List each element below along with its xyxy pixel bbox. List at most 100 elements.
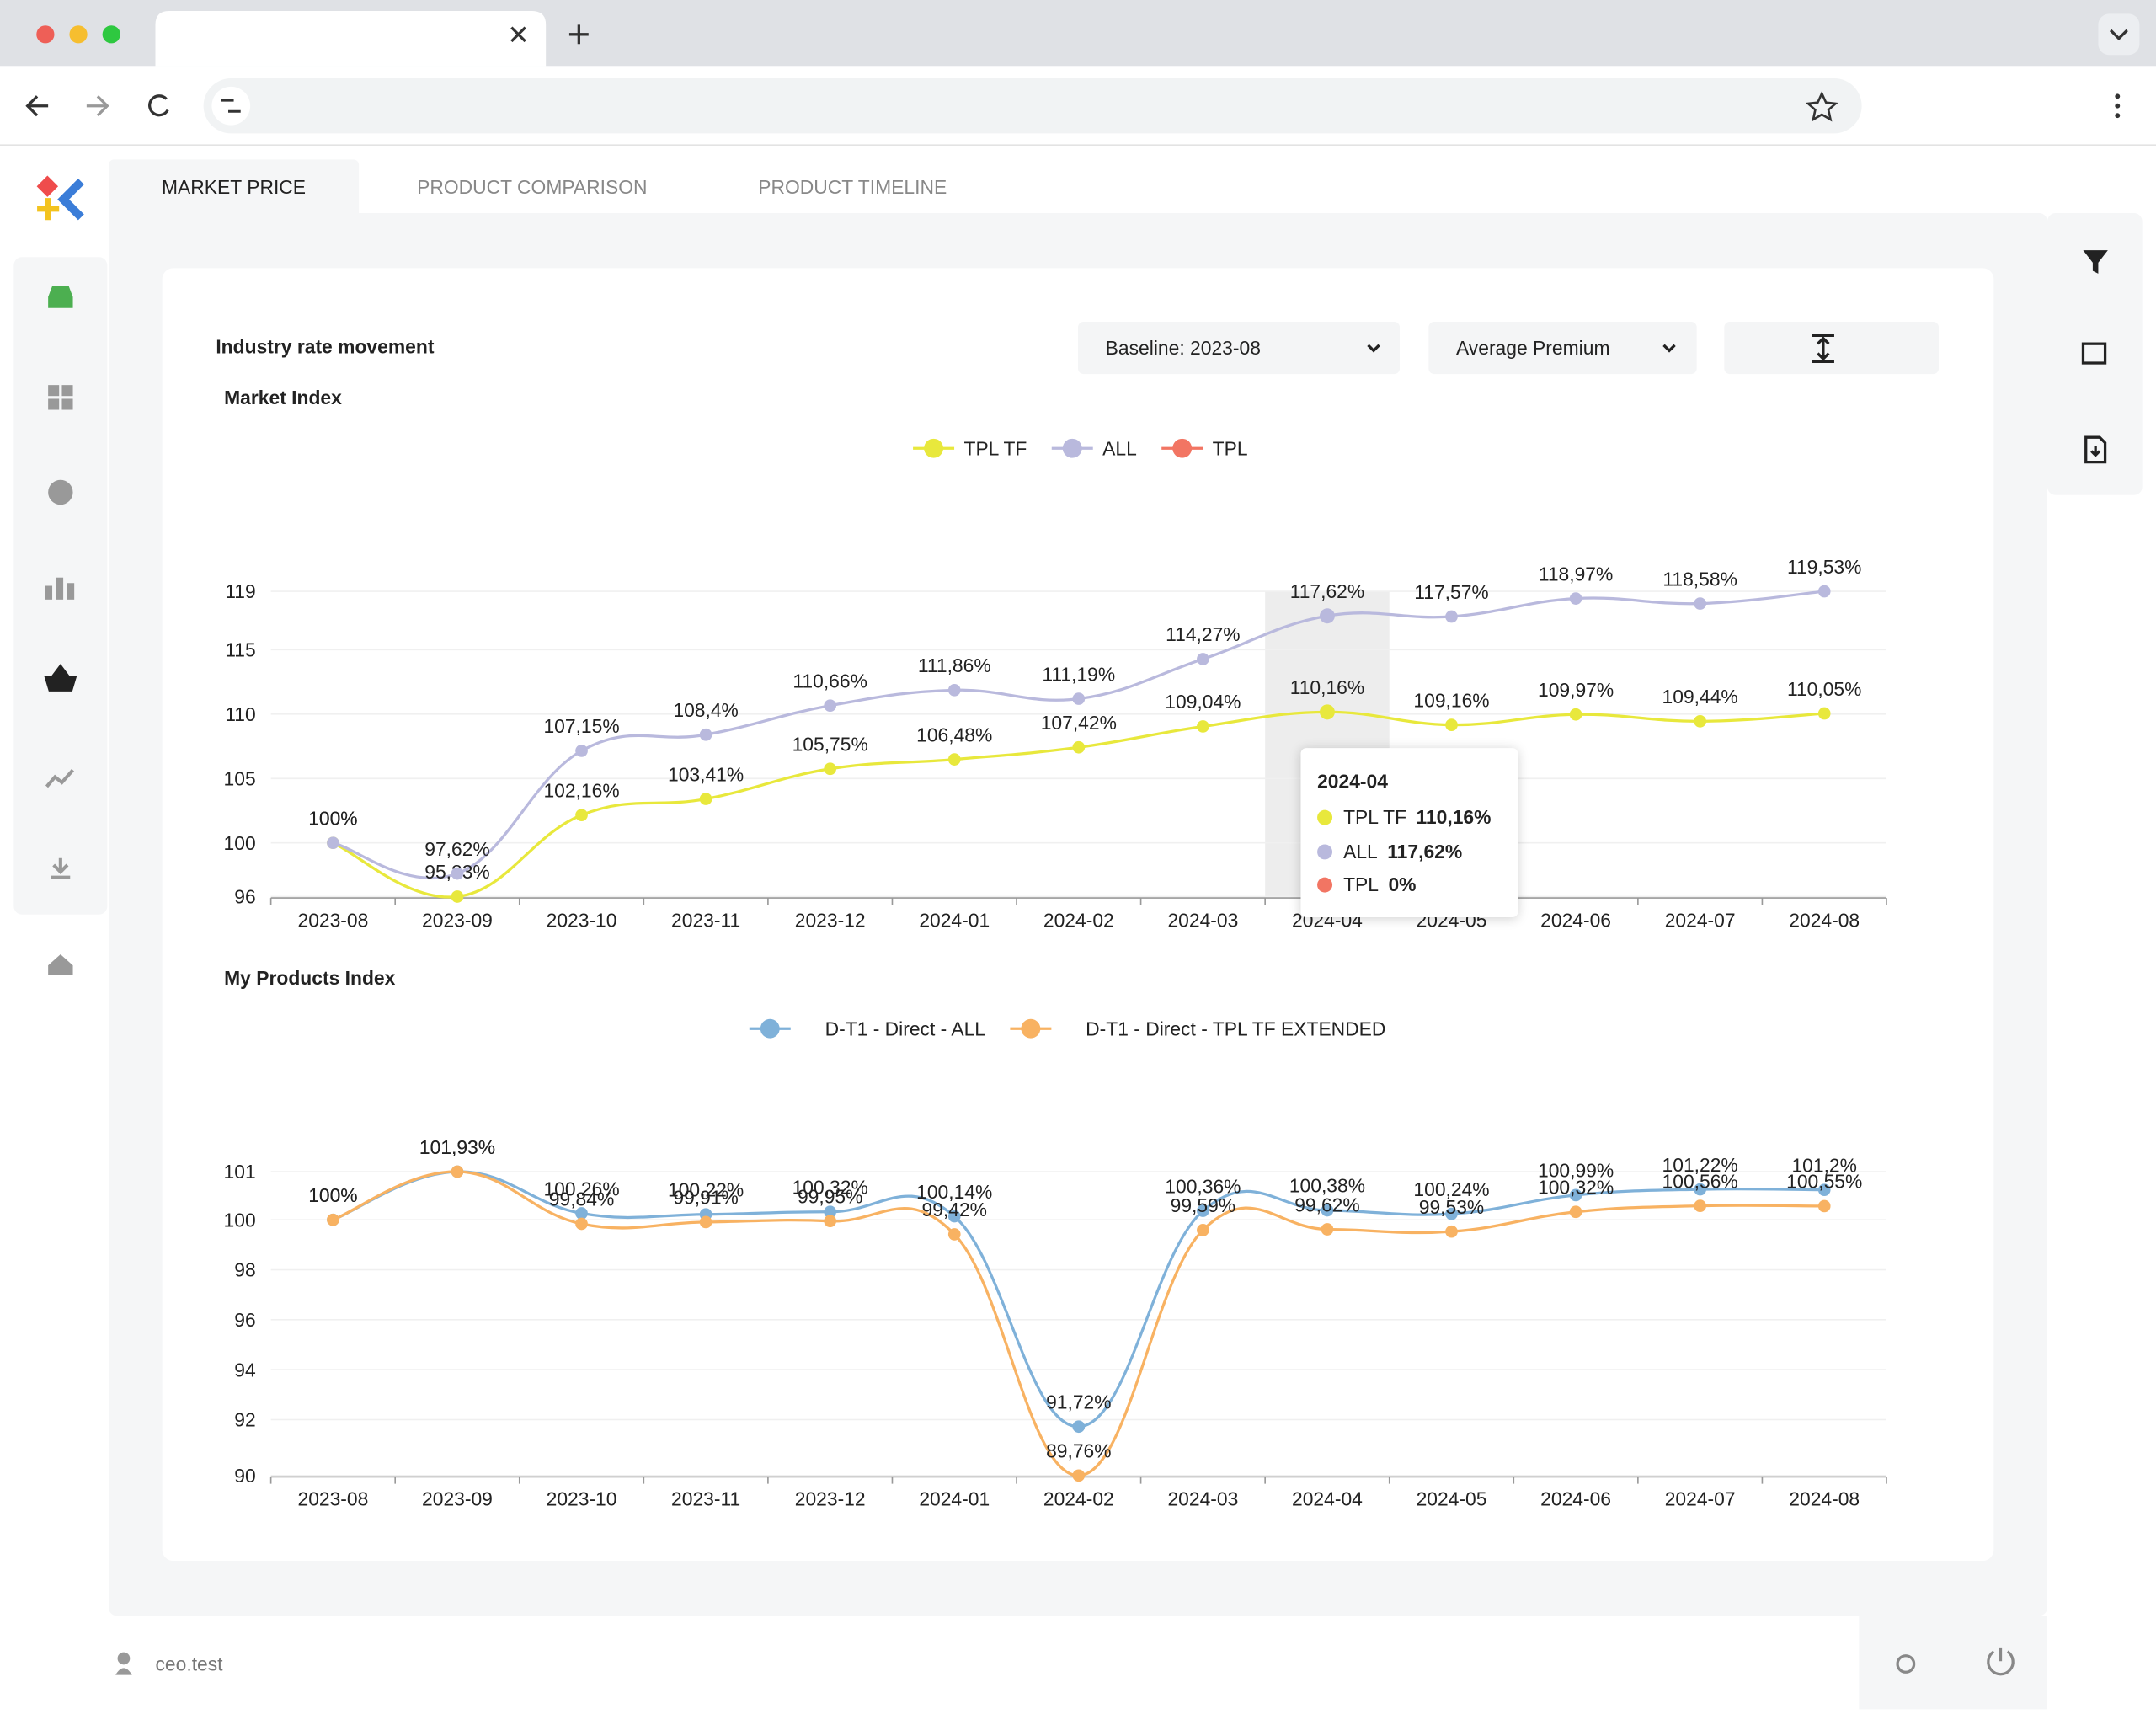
- theme-toggle[interactable]: [1896, 1654, 1916, 1674]
- download-icon[interactable]: [51, 857, 71, 879]
- control-icons: [1367, 322, 1940, 375]
- y-tick-label: 101: [224, 1161, 256, 1183]
- browser-tab[interactable]: [155, 11, 547, 67]
- dropdown[interactable]: Average Premium: [1428, 322, 1697, 375]
- legend-swatch-dot: [1172, 438, 1193, 458]
- chart-icon[interactable]: [45, 768, 75, 788]
- omnibox[interactable]: [203, 78, 1862, 134]
- home-icon[interactable]: [48, 954, 73, 975]
- data-point: [1694, 1199, 1706, 1212]
- chevron: [1367, 344, 1380, 353]
- data-label: 99,84%: [549, 1188, 614, 1210]
- data-point: [1569, 1205, 1582, 1219]
- logo: [36, 175, 84, 221]
- car-icon[interactable]: [48, 286, 73, 308]
- legend-label: D-T1 - Direct - TPL TF EXTENDED: [1086, 1017, 1385, 1039]
- data-point: [699, 728, 712, 741]
- data-label: 100%: [308, 1184, 357, 1206]
- reload[interactable]: [148, 94, 169, 117]
- dropdown[interactable]: Baseline: 2023-08: [1077, 322, 1401, 375]
- data-point: [1569, 1188, 1582, 1202]
- data-label: 117,57%: [1414, 581, 1488, 603]
- x-tick-label: 2024-08: [1789, 909, 1860, 931]
- x-tick-label: 2023-08: [297, 909, 368, 931]
- data-label: 99,62%: [1294, 1194, 1359, 1215]
- data-point: [947, 753, 961, 766]
- chart-title: My Products Index: [224, 966, 396, 989]
- legend-label: ALL: [1102, 437, 1137, 459]
- data-point: [1072, 1420, 1086, 1434]
- menu[interactable]: [2115, 93, 2121, 119]
- filter-icon[interactable]: [2083, 250, 2108, 274]
- data-label: 100,26%: [543, 1178, 619, 1199]
- tab[interactable]: PRODUCT COMPARISON: [417, 175, 648, 199]
- new-tab[interactable]: [568, 24, 589, 45]
- data-label: 99,42%: [922, 1199, 987, 1220]
- user-icon-head: [117, 1652, 131, 1665]
- fit-button[interactable]: [1724, 322, 1940, 375]
- legend-label: D-T1 - Direct - ALL: [825, 1017, 985, 1039]
- x-tick-label: 2023-10: [547, 1488, 617, 1510]
- forward[interactable]: [86, 95, 109, 117]
- x-tick-label: 2024-06: [1540, 909, 1611, 931]
- y-tick-label: 115: [225, 638, 255, 660]
- site-info-icon: [221, 99, 241, 113]
- data-point: [1072, 692, 1086, 705]
- section-title: Industry rate movement: [216, 335, 435, 358]
- ranking-icon[interactable]: [45, 577, 75, 600]
- tooltip-dot: [1317, 843, 1333, 859]
- max-dot[interactable]: [102, 25, 120, 44]
- data-point: [1817, 585, 1831, 598]
- table-view-icon[interactable]: [2081, 342, 2107, 365]
- min-dot[interactable]: [69, 25, 88, 44]
- dropdown-label: Average Premium: [1455, 336, 1610, 360]
- y-tick-label: 96: [234, 886, 255, 908]
- data-label: 100,24%: [1413, 1178, 1489, 1200]
- dashboard-icon[interactable]: [48, 385, 73, 410]
- tab[interactable]: PRODUCT TIMELINE: [758, 175, 947, 199]
- x-tick-label: 2023-11: [671, 1488, 740, 1510]
- tooltip-row: TPL TF 110,16%: [1317, 803, 1491, 830]
- data-point: [575, 745, 588, 757]
- bookmark[interactable]: [1805, 90, 1838, 122]
- y-tick-label: 105: [224, 767, 256, 789]
- export-icon[interactable]: [2084, 435, 2107, 464]
- data-point: [824, 1215, 837, 1228]
- chart-title: Market Index: [224, 386, 342, 409]
- x-tick-label: 2023-12: [795, 909, 866, 931]
- basket-icon[interactable]: [44, 664, 77, 692]
- data-label: 100,36%: [1165, 1175, 1241, 1197]
- badge-icon[interactable]: [48, 479, 73, 505]
- logout[interactable]: [1987, 1647, 2015, 1676]
- data-label: 107,42%: [1041, 712, 1117, 734]
- market-index-chart: 96 100 105 110 115 119 2023-08 2023-09 2023-10 20…: [224, 437, 1887, 931]
- data-point: [1072, 740, 1086, 754]
- tooltip-value: 0%: [1388, 873, 1417, 895]
- data-point: [824, 1205, 837, 1219]
- data-label: 100,55%: [1786, 1171, 1862, 1193]
- data-point: [1569, 708, 1582, 721]
- user-icon: [115, 1668, 132, 1675]
- close-dot[interactable]: [36, 25, 55, 44]
- data-point: [1197, 720, 1209, 733]
- tab[interactable]: MARKET PRICE: [162, 175, 307, 199]
- data-label: 100,22%: [668, 1178, 744, 1200]
- data-point: [1445, 718, 1458, 731]
- data-label: 110,66%: [792, 670, 867, 692]
- site-info[interactable]: [211, 86, 251, 126]
- tab-menu[interactable]: [2098, 13, 2140, 56]
- data-point: [1072, 1469, 1086, 1482]
- tab-close[interactable]: [510, 26, 526, 43]
- legend-label: TPL: [1213, 437, 1248, 459]
- y-tick-label: 98: [234, 1259, 255, 1281]
- series-line: [332, 710, 1825, 899]
- x-tick-label: 2023-12: [795, 1488, 866, 1510]
- data-label: 111,19%: [1042, 663, 1115, 685]
- data-point: [575, 809, 588, 822]
- tooltip-dot: [1317, 809, 1333, 825]
- x-tick-label: 2023-09: [422, 909, 493, 931]
- back[interactable]: [25, 95, 49, 117]
- x-tick-label: 2024-02: [1043, 1488, 1114, 1510]
